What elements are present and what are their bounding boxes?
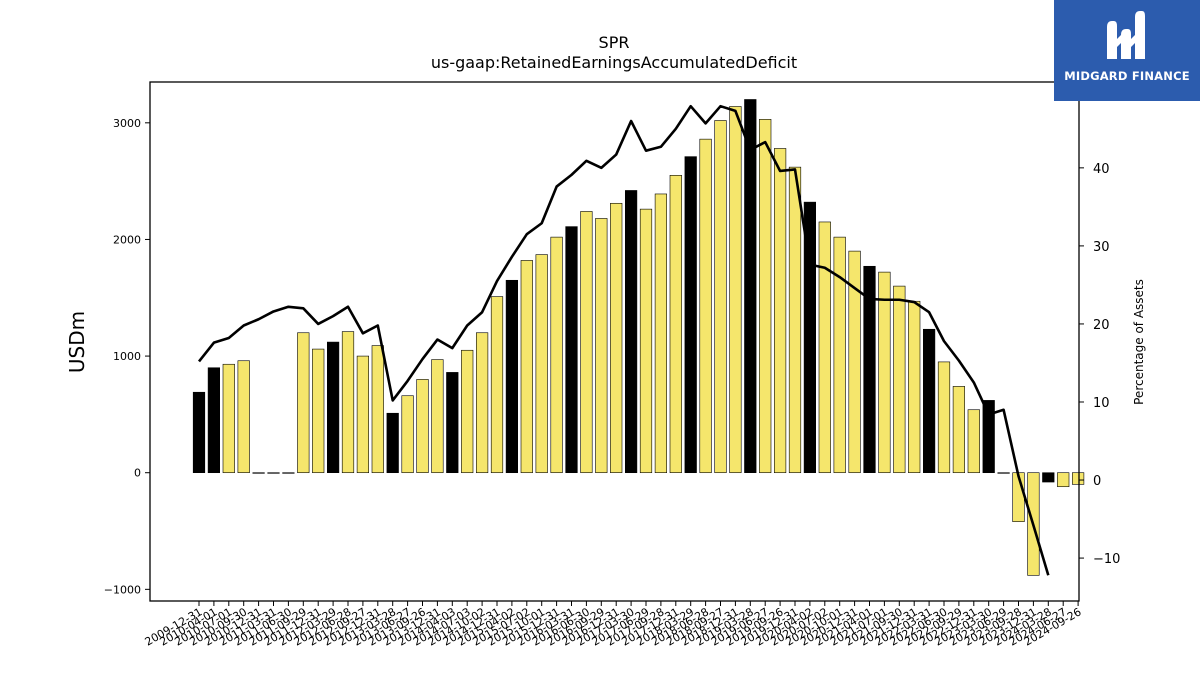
y-tick-label: 0 (134, 467, 141, 480)
bar-2016-06-30 (580, 211, 593, 474)
chart-title: SPR (599, 33, 630, 52)
bar-2010-07-01 (222, 363, 235, 474)
y-tick-label: 2000 (113, 233, 141, 246)
bar-2009-12-31 (192, 391, 206, 474)
bar-2020-04-02 (803, 201, 816, 474)
bar-2014-04-03 (446, 372, 459, 474)
x-axis-ticks: 2009-12-312010-04-012010-07-012010-09-30… (143, 601, 1084, 649)
y-tick-label: −1000 (104, 583, 141, 596)
bar-2018-03-29 (684, 156, 697, 474)
bar-2019-09-26 (773, 148, 787, 474)
bar-2019-06-27 (759, 119, 772, 474)
bar-2014-12-31 (490, 296, 504, 474)
percentage-line-series (197, 104, 1050, 576)
bar-2010-12-31 (252, 472, 265, 474)
bar-2014-07-03 (461, 349, 474, 474)
bar-2013-12-31 (431, 359, 444, 474)
y-tick-label: 3000 (113, 117, 141, 130)
bar-2015-12-31 (550, 236, 563, 474)
brand-name: MIDGARD FINANCE (1064, 69, 1190, 83)
y2-tick-label: −10 (1093, 552, 1120, 567)
midgard-m-icon (1107, 11, 1145, 59)
bar-2016-09-29 (595, 218, 608, 474)
bar-2022-12-31 (967, 409, 980, 474)
bar-2011-06-30 (282, 472, 295, 474)
bar-2021-04-01 (863, 265, 876, 473)
bar-2011-12-31 (312, 348, 325, 474)
y2-tick-label: 30 (1093, 240, 1110, 255)
bar-2012-09-27 (356, 355, 370, 474)
bar-2018-06-28 (699, 138, 712, 474)
bar-2013-09-26 (416, 379, 429, 473)
bar-2024-03-28 (1042, 472, 1055, 483)
bar-2011-09-29 (297, 332, 310, 474)
y2-axis-ticks: −10 0 10 20 30 40 (1079, 162, 1120, 567)
bar-2010-04-01 (207, 367, 221, 474)
bar-2019-12-31 (788, 166, 802, 474)
bar-2018-12-31 (729, 106, 742, 474)
bar-2024-06-27 (1057, 472, 1070, 488)
bar-2012-03-29 (326, 341, 340, 473)
y-tick-label: 1000 (113, 350, 141, 363)
brand-logo: MIDGARD FINANCE (1054, 0, 1200, 101)
bar-2024-09-26 (1072, 472, 1085, 485)
bar-2021-12-31 (908, 300, 921, 474)
bar-2013-06-27 (401, 395, 414, 474)
percentage-of-assets-line (197, 104, 1050, 576)
bar-2022-06-30 (937, 361, 951, 474)
bar-2014-10-02 (475, 332, 489, 474)
bar-2017-12-31 (669, 175, 682, 473)
bar-2015-04-02 (505, 279, 519, 474)
bar-2020-12-31 (848, 250, 861, 474)
bar-2022-09-29 (952, 386, 965, 474)
bar-2010-09-30 (237, 360, 250, 473)
bar-2011-03-31 (267, 472, 280, 474)
bar-2016-03-31 (565, 226, 578, 474)
y2-tick-label: 0 (1093, 474, 1101, 489)
y2-tick-label: 10 (1093, 396, 1110, 411)
bar-2020-07-02 (818, 221, 831, 474)
bar-2015-07-02 (520, 260, 533, 474)
y2-tick-label: 40 (1093, 162, 1110, 177)
bar-2015-10-01 (535, 254, 548, 474)
bar-2021-07-01 (878, 271, 891, 474)
bar-2018-09-27 (714, 120, 727, 474)
bar-2013-03-28 (386, 412, 399, 474)
bar-2016-12-31 (610, 202, 623, 473)
y2-axis-label: Percentage of Assets (1132, 279, 1146, 405)
y2-tick-label: 20 (1093, 318, 1110, 333)
bar-2019-03-28 (744, 99, 757, 473)
bar-2023-03-30 (982, 400, 995, 474)
y-axis-label: USDm (65, 311, 89, 373)
plot-area-frame (149, 81, 1080, 602)
bar-2012-06-28 (341, 331, 355, 474)
bar-2017-03-30 (624, 190, 638, 474)
bar-2017-09-28 (654, 193, 667, 473)
bar-2020-10-01 (833, 236, 846, 474)
bar-2023-06-29 (997, 472, 1010, 474)
bar-2022-03-31 (922, 328, 936, 473)
bar-2017-06-29 (639, 208, 653, 474)
bar-series (192, 99, 1085, 576)
y-axis-ticks: −1000 0 1000 2000 3000 (104, 117, 150, 596)
chart-subtitle: us-gaap:RetainedEarningsAccumulatedDefic… (431, 53, 797, 72)
bar-2012-12-31 (371, 345, 384, 474)
bar-2021-09-30 (893, 285, 906, 474)
